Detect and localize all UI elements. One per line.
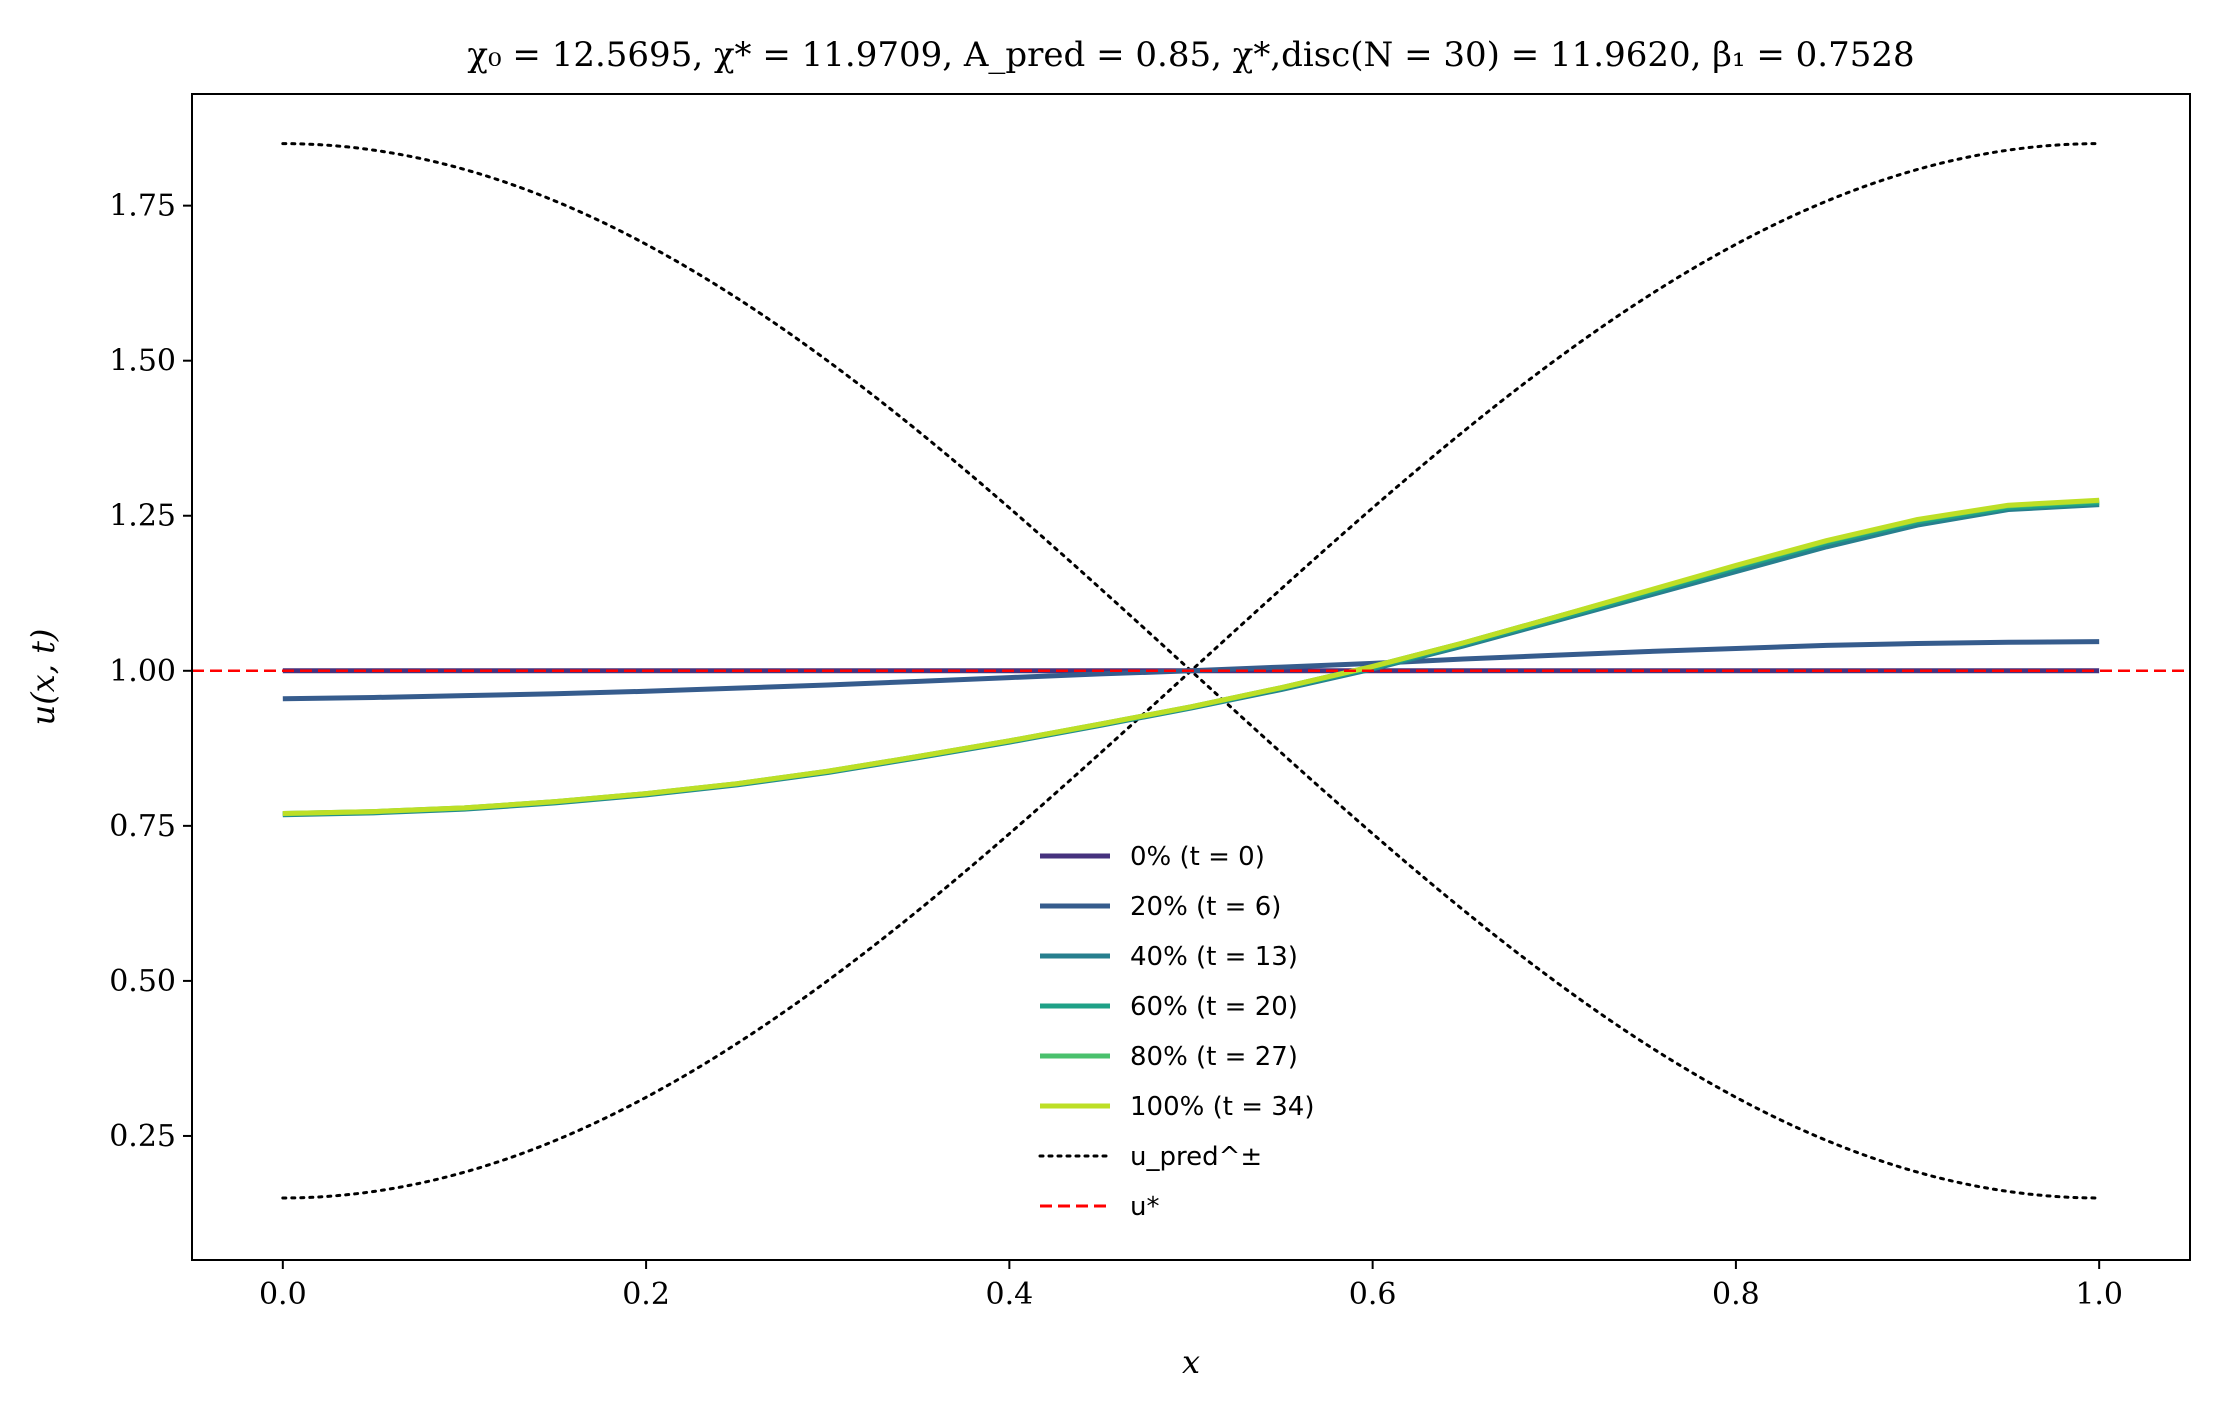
legend-label-6: u_pred^± [1130, 1142, 1262, 1172]
series-line-5 [282, 497, 2100, 816]
y-tick-label: 0.50 [109, 964, 176, 999]
ticks-layer: 0.0 0.2 0.4 0.6 0.8 1.0 0.25 0.50 0.75 1.00 1.25 1.… [109, 189, 2123, 1312]
y-tick-label: 1.75 [109, 189, 176, 224]
x-tick-label: 0.2 [622, 1277, 670, 1312]
y-tick-label: 0.75 [109, 809, 176, 844]
x-tick-label: 0.4 [986, 1277, 1034, 1312]
legend: 0% (t = 0) 20% (t = 6) 40% (t = 13) 60% (t … [1020, 828, 1360, 1228]
x-tick-label: 0.0 [259, 1277, 307, 1312]
y-tick-label: 1.00 [109, 654, 176, 689]
legend-label-2: 40% (t = 13) [1130, 942, 1298, 972]
y-tick-label: 1.50 [109, 344, 176, 379]
x-tick-label: 0.8 [1712, 1277, 1760, 1312]
chart-title: χ₀ = 12.5695, χ* = 11.9709, A_pred = 0.8… [467, 35, 1914, 75]
legend-label-1: 20% (t = 6) [1130, 892, 1281, 922]
plot-frame [191, 93, 2191, 1261]
legend-label-4: 80% (t = 27) [1130, 1042, 1298, 1072]
x-axis-label: x [1182, 1343, 1200, 1381]
legend-label-7: u* [1130, 1192, 1159, 1222]
legend-label-5: 100% (t = 34) [1130, 1092, 1314, 1122]
y-tick-label: 1.25 [109, 499, 176, 534]
legend-entries: 0% (t = 0) 20% (t = 6) 40% (t = 13) 60% (t … [1038, 842, 1314, 1222]
y-axis-label: u(x, t) [24, 629, 62, 726]
x-tick-label: 0.6 [1349, 1277, 1397, 1312]
legend-frame [1020, 828, 1360, 1228]
y-tick-label: 0.25 [109, 1119, 176, 1154]
x-tick-label: 1.0 [2075, 1277, 2123, 1312]
legend-label-3: 60% (t = 20) [1130, 992, 1298, 1022]
legend-label-0: 0% (t = 0) [1130, 842, 1265, 872]
plot-layer [192, 142, 2190, 1200]
